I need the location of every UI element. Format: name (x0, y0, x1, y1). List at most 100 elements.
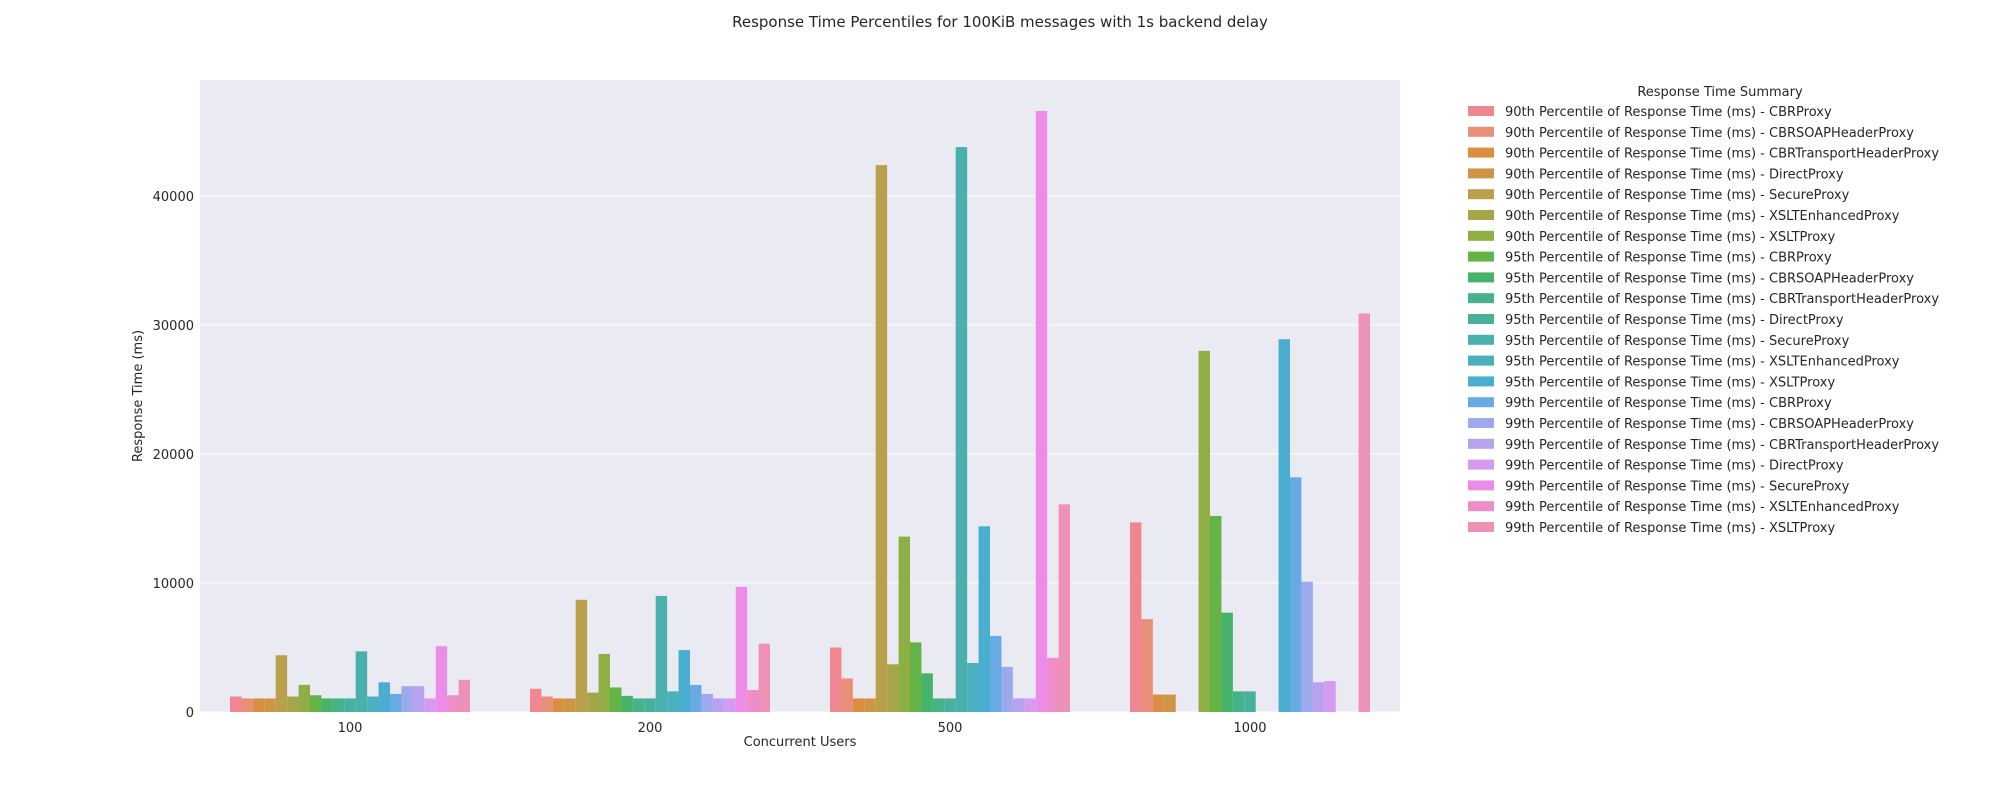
bar (344, 698, 356, 712)
bar (367, 696, 379, 712)
legend-label: 95th Percentile of Response Time (ms) - … (1505, 251, 1832, 266)
legend-label: 95th Percentile of Response Time (ms) - … (1505, 271, 1914, 286)
bar (401, 686, 413, 712)
y-axis-label: Response Time (ms) (131, 330, 146, 462)
bar (552, 698, 565, 712)
bar (230, 696, 242, 712)
bar (1152, 694, 1165, 712)
bar (587, 692, 599, 712)
bar (1290, 477, 1302, 712)
bar (355, 651, 368, 712)
y-tick-label: 30000 (153, 319, 194, 334)
legend-items: 90th Percentile of Response Time (ms) - … (1468, 105, 1939, 536)
legend-swatch (1468, 251, 1494, 262)
legend-swatch (1468, 293, 1494, 304)
bar (424, 698, 436, 712)
x-tick-label: 200 (638, 721, 663, 736)
legend: Response Time Summary 90th Percentile of… (1468, 85, 1939, 536)
bar (1358, 313, 1370, 712)
bar (712, 698, 725, 712)
bar (378, 682, 390, 712)
legend-swatch (1468, 314, 1494, 324)
y-axis-ticks: 0 10000 20000 30000 40000 (153, 190, 194, 721)
bar (264, 698, 276, 712)
bar (564, 698, 576, 712)
x-axis-label: Concurrent Users (744, 735, 857, 750)
legend-swatch (1468, 147, 1494, 158)
legend-swatch (1468, 355, 1494, 366)
legend-label: 95th Percentile of Response Time (ms) - … (1505, 292, 1939, 307)
x-tick-label: 1000 (1233, 721, 1266, 736)
bar (1312, 682, 1325, 712)
bar (1232, 691, 1245, 712)
bar (967, 662, 979, 712)
bar (932, 698, 945, 712)
bar (530, 688, 542, 712)
legend-swatch (1468, 272, 1494, 283)
bar (275, 655, 288, 712)
y-tick-label: 10000 (153, 577, 194, 592)
bar (1210, 515, 1222, 712)
legend-swatch (1468, 459, 1494, 470)
legend-label: 99th Percentile of Response Time (ms) - … (1505, 521, 1835, 536)
legend-swatch (1468, 418, 1494, 428)
legend-label: 90th Percentile of Response Time (ms) - … (1505, 230, 1835, 245)
bar (298, 684, 310, 712)
legend-label: 90th Percentile of Response Time (ms) - … (1505, 147, 1939, 162)
bar (864, 698, 876, 712)
legend-swatch (1468, 480, 1494, 491)
legend-swatch (1468, 438, 1494, 449)
legend-label: 95th Percentile of Response Time (ms) - … (1505, 334, 1850, 349)
bar (678, 650, 690, 712)
legend-swatch (1468, 189, 1494, 200)
bar (978, 526, 990, 712)
legend-swatch (1468, 126, 1494, 137)
bar (1324, 681, 1336, 712)
bar (632, 698, 645, 712)
legend-swatch (1468, 522, 1494, 532)
legend-title: Response Time Summary (1637, 85, 1803, 100)
bar (458, 679, 470, 712)
bar (898, 536, 910, 712)
legend-swatch (1468, 230, 1494, 241)
legend-label: 95th Percentile of Response Time (ms) - … (1505, 355, 1900, 370)
bar (447, 695, 459, 712)
legend-swatch (1468, 501, 1494, 512)
bar (910, 642, 922, 712)
legend-swatch (1468, 397, 1494, 408)
bar (1198, 350, 1210, 712)
legend-label: 90th Percentile of Response Time (ms) - … (1505, 105, 1832, 120)
legend-label: 95th Percentile of Response Time (ms) - … (1505, 375, 1835, 390)
bar (841, 678, 853, 712)
bar (955, 147, 968, 712)
y-tick-label: 20000 (153, 448, 194, 463)
bar (1130, 522, 1142, 712)
bar (621, 695, 633, 712)
bar (1058, 504, 1070, 712)
bar (575, 599, 588, 712)
legend-label: 99th Percentile of Response Time (ms) - … (1505, 459, 1844, 474)
legend-label: 90th Percentile of Response Time (ms) - … (1505, 209, 1900, 224)
bar (1244, 691, 1256, 712)
legend-swatch (1468, 376, 1494, 387)
bar (655, 595, 668, 712)
legend-swatch (1468, 106, 1494, 116)
x-tick-label: 100 (338, 721, 363, 736)
bar (1221, 612, 1233, 712)
bar (541, 696, 553, 712)
legend-label: 95th Percentile of Response Time (ms) - … (1505, 313, 1844, 328)
bar (667, 691, 679, 712)
bar (644, 698, 656, 712)
bar (310, 695, 322, 712)
y-tick-label: 40000 (153, 190, 194, 205)
bar (598, 653, 610, 712)
bar (944, 698, 956, 712)
bar (1164, 694, 1176, 712)
bar (1012, 698, 1025, 712)
bar (332, 698, 345, 712)
bar (435, 646, 448, 712)
bar (1035, 110, 1048, 713)
legend-label: 90th Percentile of Response Time (ms) - … (1505, 167, 1844, 182)
legend-label: 90th Percentile of Response Time (ms) - … (1505, 188, 1850, 203)
legend-swatch (1468, 210, 1494, 220)
